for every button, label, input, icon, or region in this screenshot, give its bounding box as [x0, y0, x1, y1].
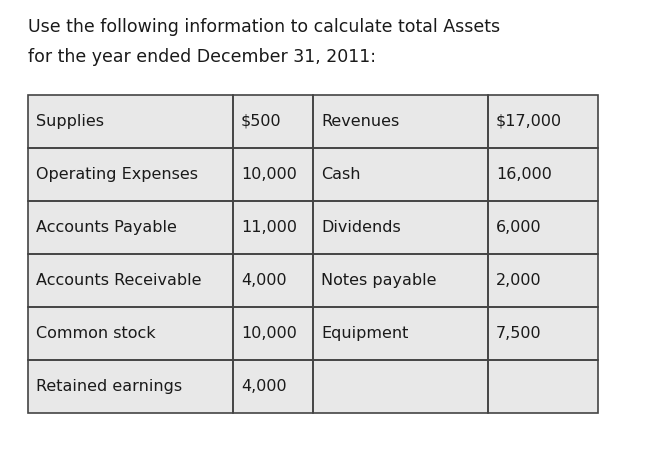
- Bar: [233, 254, 313, 307]
- Text: Common stock: Common stock: [36, 326, 155, 341]
- Text: $500: $500: [241, 114, 281, 129]
- Bar: [28, 201, 233, 254]
- Bar: [488, 95, 598, 148]
- Bar: [28, 148, 233, 201]
- Bar: [488, 201, 598, 254]
- Bar: [488, 148, 598, 201]
- Text: Accounts Payable: Accounts Payable: [36, 220, 177, 235]
- Bar: [313, 201, 488, 254]
- Bar: [313, 95, 488, 148]
- Bar: [313, 254, 488, 307]
- Bar: [313, 148, 488, 201]
- Text: $17,000: $17,000: [496, 114, 562, 129]
- Bar: [28, 307, 233, 360]
- Bar: [313, 307, 488, 360]
- Bar: [488, 360, 598, 413]
- Bar: [313, 201, 488, 254]
- Text: Use the following information to calculate total Assets: Use the following information to calcula…: [28, 18, 500, 36]
- Bar: [488, 95, 598, 148]
- Bar: [488, 201, 598, 254]
- Text: Notes payable: Notes payable: [321, 273, 436, 288]
- Text: Retained earnings: Retained earnings: [36, 379, 182, 394]
- Bar: [28, 95, 233, 148]
- Text: 7,500: 7,500: [496, 326, 541, 341]
- Text: Accounts Receivable: Accounts Receivable: [36, 273, 202, 288]
- Text: Equipment: Equipment: [321, 326, 409, 341]
- Bar: [233, 307, 313, 360]
- Bar: [313, 307, 488, 360]
- Bar: [28, 95, 233, 148]
- Bar: [233, 307, 313, 360]
- Bar: [28, 360, 233, 413]
- Bar: [233, 95, 313, 148]
- Text: for the year ended December 31, 2011:: for the year ended December 31, 2011:: [28, 48, 376, 66]
- Bar: [488, 307, 598, 360]
- Bar: [28, 360, 233, 413]
- Bar: [28, 307, 233, 360]
- Text: 6,000: 6,000: [496, 220, 541, 235]
- Bar: [488, 360, 598, 413]
- Bar: [28, 201, 233, 254]
- Bar: [313, 254, 488, 307]
- Bar: [28, 254, 233, 307]
- Bar: [233, 148, 313, 201]
- Text: 4,000: 4,000: [241, 379, 287, 394]
- Text: 4,000: 4,000: [241, 273, 287, 288]
- Bar: [488, 307, 598, 360]
- Bar: [313, 360, 488, 413]
- Text: Cash: Cash: [321, 167, 360, 182]
- Bar: [233, 201, 313, 254]
- Bar: [28, 148, 233, 201]
- Bar: [488, 148, 598, 201]
- Text: Supplies: Supplies: [36, 114, 104, 129]
- Text: 2,000: 2,000: [496, 273, 541, 288]
- Text: Revenues: Revenues: [321, 114, 399, 129]
- Bar: [233, 254, 313, 307]
- Bar: [233, 360, 313, 413]
- Bar: [313, 148, 488, 201]
- Text: Dividends: Dividends: [321, 220, 401, 235]
- Bar: [488, 254, 598, 307]
- Bar: [233, 360, 313, 413]
- Text: 16,000: 16,000: [496, 167, 552, 182]
- Bar: [28, 254, 233, 307]
- Bar: [313, 360, 488, 413]
- Text: Operating Expenses: Operating Expenses: [36, 167, 198, 182]
- Text: 10,000: 10,000: [241, 167, 297, 182]
- Text: 11,000: 11,000: [241, 220, 297, 235]
- Bar: [313, 95, 488, 148]
- Bar: [233, 148, 313, 201]
- Bar: [233, 201, 313, 254]
- Bar: [488, 254, 598, 307]
- Text: 10,000: 10,000: [241, 326, 297, 341]
- Bar: [233, 95, 313, 148]
